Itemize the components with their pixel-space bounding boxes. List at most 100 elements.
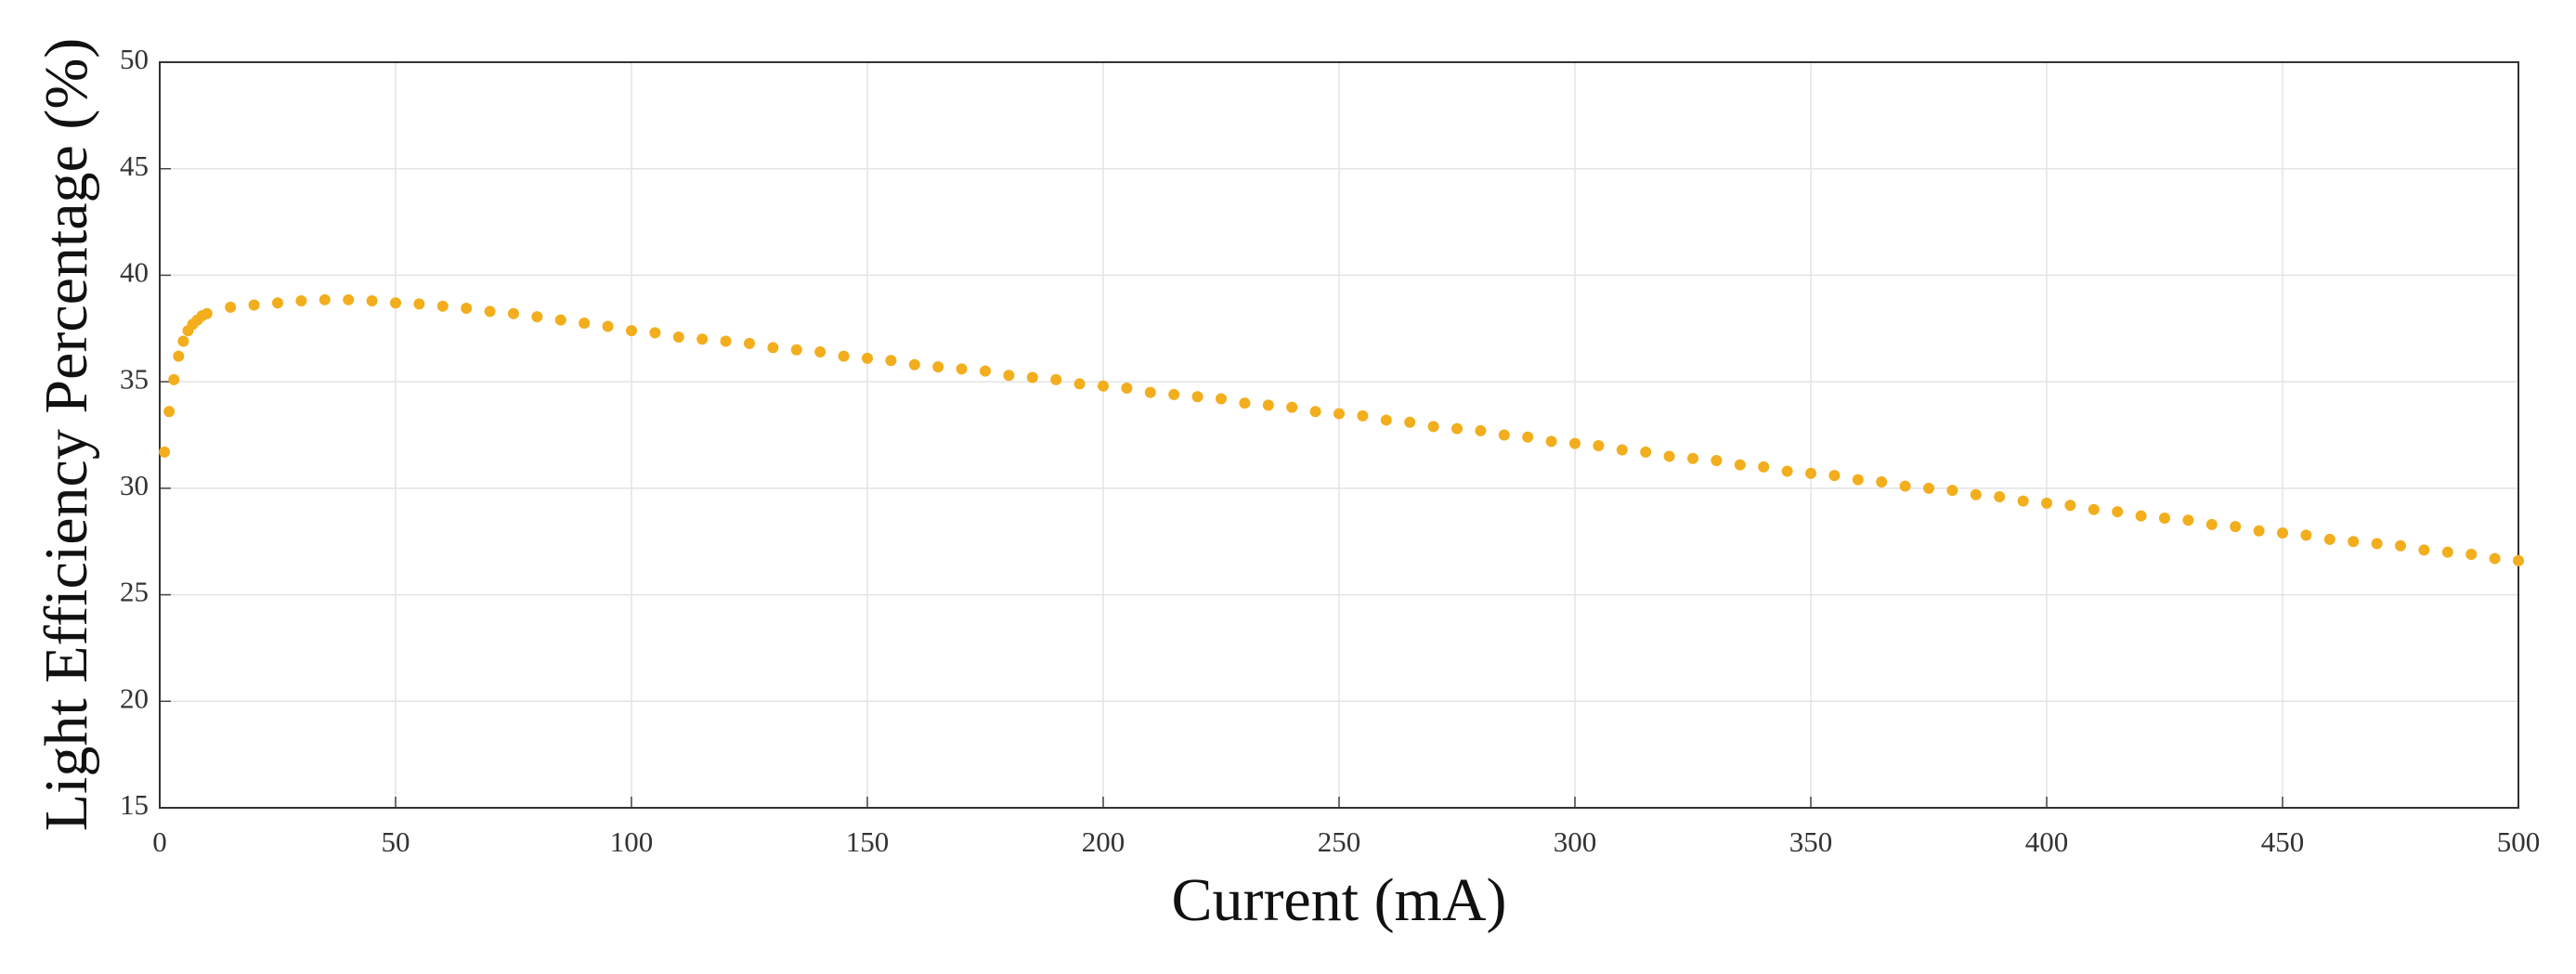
x-tick-label: 300 (1554, 825, 1597, 858)
point (1946, 485, 1958, 497)
point (1876, 475, 1888, 487)
point (484, 305, 496, 318)
y-tick-label: 35 (120, 362, 149, 395)
y-tick-label: 20 (120, 682, 149, 714)
point (159, 446, 171, 458)
plot-frame (159, 61, 2519, 809)
point (2017, 495, 2029, 507)
point (1593, 439, 1605, 451)
point (2205, 518, 2218, 530)
x-tick-label: 200 (1082, 825, 1125, 858)
point (1216, 393, 1227, 405)
point (838, 350, 850, 362)
point (2441, 546, 2453, 558)
point (2135, 510, 2147, 522)
y-tick-label: 30 (120, 469, 149, 501)
point (1427, 421, 1439, 433)
point (1805, 467, 1816, 479)
point (2277, 527, 2288, 539)
point (1828, 470, 1841, 482)
point (413, 298, 425, 310)
y-tick-label: 25 (120, 576, 149, 608)
point (1522, 431, 1534, 443)
point (2041, 497, 2052, 509)
point (168, 373, 180, 385)
point (908, 358, 920, 370)
point (1923, 482, 1934, 494)
point (2418, 544, 2430, 556)
point (2323, 533, 2335, 545)
point (461, 302, 473, 314)
point (1545, 435, 1557, 448)
point (2371, 538, 2383, 550)
x-axis-label: Current (mA) (1171, 866, 1506, 934)
point (1640, 446, 1652, 458)
x-tick-label: 450 (2261, 825, 2305, 858)
point (1286, 401, 1298, 413)
point (1309, 406, 1321, 418)
point (980, 365, 991, 377)
point (2489, 552, 2501, 565)
point (2348, 536, 2360, 548)
x-tick-label: 350 (1789, 825, 1833, 858)
point (173, 350, 185, 362)
point (602, 320, 614, 332)
point (1970, 488, 1982, 500)
point (1734, 459, 1746, 471)
point (295, 294, 307, 306)
x-tick-label: 400 (2025, 825, 2069, 858)
point (672, 331, 684, 343)
point (720, 335, 732, 347)
point (1168, 388, 1180, 400)
point (343, 293, 355, 305)
point (649, 327, 661, 339)
x-tick-label: 50 (382, 825, 410, 858)
point (2159, 512, 2170, 524)
point (1994, 491, 2006, 503)
point (1003, 370, 1015, 382)
point (2182, 514, 2194, 526)
point (2513, 554, 2524, 566)
point (1498, 429, 1510, 441)
point (163, 406, 176, 418)
x-tick-label: 250 (1318, 825, 1361, 858)
point (2465, 548, 2478, 560)
point (2088, 503, 2100, 515)
point (531, 311, 543, 323)
point (1144, 386, 1156, 398)
y-tick-label: 40 (120, 256, 149, 289)
point (1380, 414, 1392, 426)
point (508, 307, 519, 319)
point (201, 307, 213, 319)
point (1404, 416, 1416, 428)
point (579, 318, 591, 330)
y-axis-label: Light Efficiency Percentage (%) (33, 38, 100, 832)
point (1026, 371, 1038, 383)
y-tick-label: 15 (120, 788, 149, 821)
point (1899, 480, 1911, 492)
point (177, 335, 189, 347)
point (554, 314, 566, 326)
point (696, 333, 709, 345)
point (225, 301, 237, 313)
point (248, 299, 260, 311)
point (2300, 529, 2312, 541)
point (1663, 450, 1675, 462)
x-tick-label: 150 (846, 825, 890, 858)
point (956, 363, 968, 375)
point (1852, 474, 1864, 486)
point (1451, 422, 1463, 435)
point (1334, 408, 1345, 420)
point (1569, 437, 1581, 449)
point (1262, 399, 1274, 411)
point (767, 342, 779, 354)
y-tick-label: 50 (120, 43, 149, 75)
point (1687, 452, 1698, 464)
point (390, 297, 401, 309)
point (1239, 397, 1251, 409)
point (2230, 521, 2242, 533)
x-tick-label: 0 (152, 825, 167, 858)
x-tick-label: 500 (2497, 825, 2541, 858)
point (2064, 500, 2076, 512)
y-tick-label: 45 (120, 149, 149, 182)
